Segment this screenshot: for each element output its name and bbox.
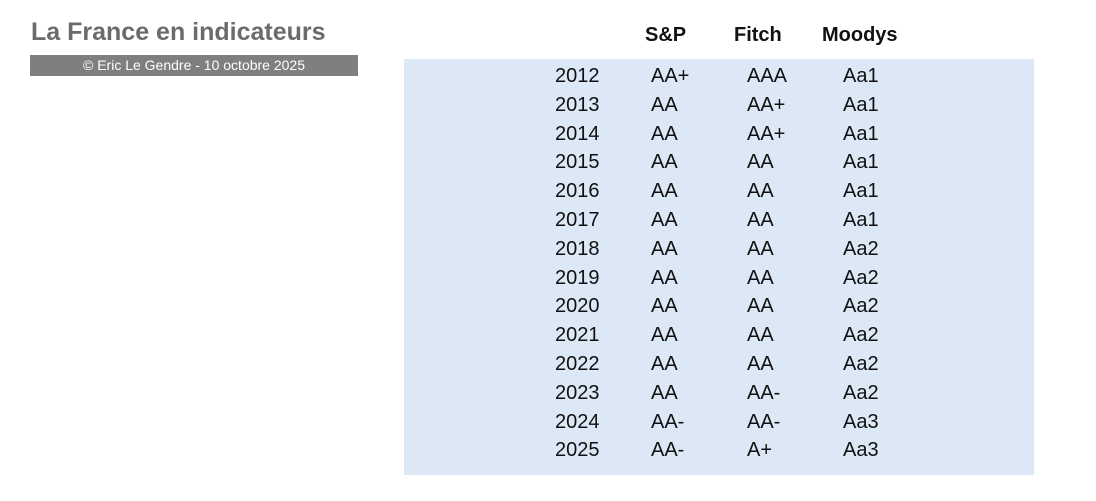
rating: Aa1 xyxy=(843,122,879,145)
rating: AA- xyxy=(747,410,781,433)
rating: AA xyxy=(651,122,678,145)
rating: AA+ xyxy=(747,93,786,116)
rating: AA xyxy=(651,151,678,174)
rating: AA xyxy=(651,381,678,404)
rating: AA xyxy=(651,209,678,231)
year: 2018 xyxy=(555,237,600,260)
rating: Aa1 xyxy=(843,93,879,116)
rating: Aa2 xyxy=(843,237,879,260)
rating: AA xyxy=(651,180,678,203)
year: 2015 xyxy=(555,151,600,174)
credit: © Eric Le Gendre - 10 octobre 2025 xyxy=(30,55,358,76)
rating: AA xyxy=(747,353,774,375)
rating: AA xyxy=(651,353,678,375)
rating: AA xyxy=(747,295,774,318)
rating: AA+ xyxy=(651,65,690,87)
rating: Aa2 xyxy=(843,324,879,347)
year: 2013 xyxy=(555,93,600,116)
rating: Aa3 xyxy=(843,410,879,433)
rating: AA xyxy=(651,266,678,289)
rating: AA xyxy=(747,324,774,347)
rating: Aa3 xyxy=(843,439,879,462)
year: 2021 xyxy=(555,324,600,347)
year: 2012 xyxy=(555,65,600,87)
title: La France en indicateurs xyxy=(31,18,326,46)
rating: Aa2 xyxy=(843,295,879,318)
year: 2014 xyxy=(555,122,600,145)
column-header: Fitch xyxy=(734,24,782,46)
year: 2020 xyxy=(555,295,600,318)
rating: AA- xyxy=(651,410,685,433)
rating: Aa2 xyxy=(843,353,879,375)
rating: AA xyxy=(747,209,774,231)
rating: AA xyxy=(747,266,774,289)
rating: Aa1 xyxy=(843,151,879,174)
rating: Aa2 xyxy=(843,381,879,404)
year: 2016 xyxy=(555,180,600,203)
year: 2022 xyxy=(555,353,600,375)
year: 2025 xyxy=(555,439,600,462)
column-header: Moodys xyxy=(822,24,898,46)
table-panel xyxy=(404,59,1034,475)
rating: Aa2 xyxy=(843,266,879,289)
year: 2017 xyxy=(555,209,600,231)
rating: AA- xyxy=(651,439,685,462)
rating: AA xyxy=(651,295,678,318)
rating: AA xyxy=(747,237,774,260)
rating: AA xyxy=(651,93,678,116)
rating: A+ xyxy=(747,439,773,462)
year: 2019 xyxy=(555,266,600,289)
column-header: S&P xyxy=(645,24,687,46)
rating: Aa1 xyxy=(843,209,879,231)
rating: AAA xyxy=(747,65,788,87)
rating: Aa1 xyxy=(843,180,879,203)
rating: AA xyxy=(747,180,774,203)
rating: Aa1 xyxy=(843,65,879,87)
year: 2023 xyxy=(555,381,600,404)
year: 2024 xyxy=(555,410,600,433)
rating: AA+ xyxy=(747,122,786,145)
rating: AA xyxy=(651,324,678,347)
rating: AA- xyxy=(747,381,781,404)
rating: AA xyxy=(651,237,678,260)
rating: AA xyxy=(747,151,774,174)
